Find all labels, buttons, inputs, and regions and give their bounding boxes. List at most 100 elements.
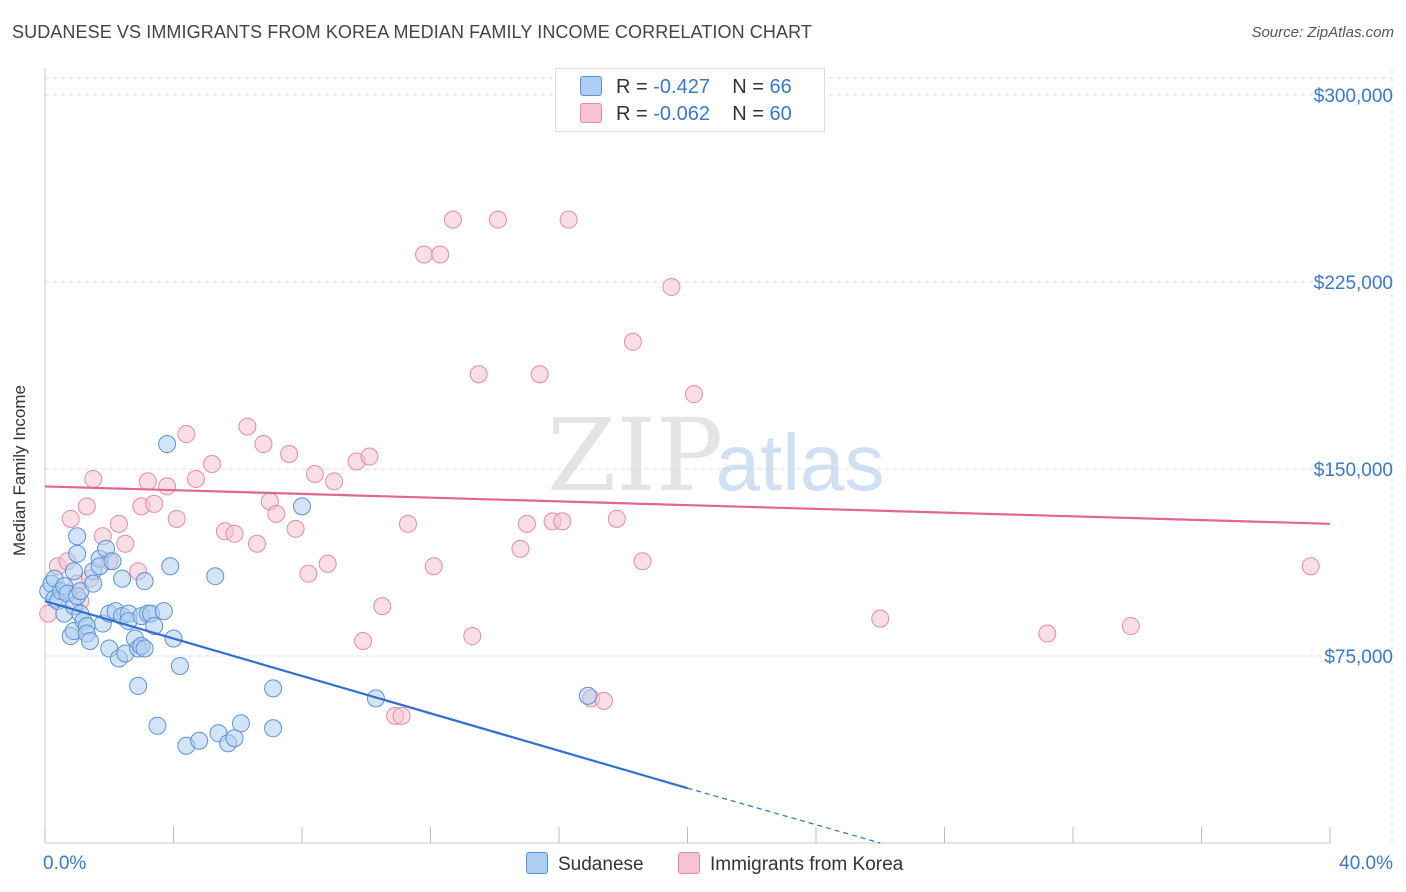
- data-point-sudanese: [158, 435, 177, 454]
- data-point-korea: [318, 554, 337, 573]
- legend-swatch-sudanese: [526, 852, 548, 874]
- trend-lines: [44, 485, 1331, 844]
- data-point-sudanese: [68, 544, 87, 563]
- data-point-korea: [238, 417, 257, 436]
- data-point-sudanese: [103, 552, 122, 571]
- data-point-korea: [517, 514, 536, 533]
- stats-row-sudanese: R = -0.427 N = 66: [580, 76, 792, 99]
- data-point-korea: [360, 447, 379, 466]
- data-point-korea: [399, 514, 418, 533]
- data-point-korea: [424, 557, 443, 576]
- data-point-korea: [167, 509, 186, 528]
- sudanese-swatch: [580, 76, 602, 96]
- y-tick-label: $150,000: [1314, 460, 1393, 481]
- n-value-sudanese: 66: [769, 76, 792, 98]
- data-point-korea: [373, 597, 392, 616]
- r-value-sudanese: -0.427: [653, 76, 710, 98]
- y-tick-label: $225,000: [1314, 273, 1393, 294]
- data-point-korea: [145, 494, 164, 513]
- data-point-korea: [138, 472, 157, 491]
- data-point-sudanese: [231, 714, 250, 733]
- data-point-korea: [248, 534, 267, 553]
- data-point-korea: [488, 210, 507, 229]
- data-point-korea: [553, 512, 572, 531]
- x-tick-label-start: 0.0%: [43, 853, 86, 874]
- data-point-korea: [633, 552, 652, 571]
- r-label: R =: [616, 103, 648, 125]
- n-label: N =: [732, 76, 764, 98]
- stats-row-korea: R = -0.062 N = 60: [580, 103, 792, 126]
- data-point-korea: [305, 464, 324, 483]
- data-point-korea: [431, 245, 450, 264]
- x-tick-label-end: 40.0%: [1339, 853, 1393, 874]
- data-point-sudanese: [264, 719, 283, 738]
- trend-line-sudanese: [44, 600, 688, 790]
- data-point-korea: [77, 497, 96, 516]
- data-point-sudanese: [293, 497, 311, 516]
- axes: [44, 68, 1331, 844]
- data-point-korea: [109, 514, 128, 533]
- data-point-korea: [469, 365, 488, 384]
- y-tick-label: $75,000: [1324, 647, 1393, 668]
- n-label: N =: [732, 103, 764, 125]
- watermark-zip: ZIP: [547, 397, 723, 514]
- watermark: ZIP atlas: [547, 397, 885, 514]
- data-point-korea: [177, 425, 196, 444]
- r-value-korea: -0.062: [653, 103, 710, 125]
- data-point-sudanese: [64, 562, 83, 581]
- data-point-sudanese: [578, 686, 597, 705]
- tick-labels: $300,000 $225,000 $150,000 $75,000 0.0% 40.0%: [43, 86, 1393, 874]
- data-point-korea: [1038, 624, 1057, 643]
- data-point-korea: [299, 564, 318, 583]
- data-point-sudanese: [80, 632, 99, 651]
- data-point-korea: [61, 509, 80, 528]
- chart-title: SUDANESE VS IMMIGRANTS FROM KOREA MEDIAN…: [12, 22, 812, 42]
- data-point-korea: [280, 445, 299, 464]
- korea-swatch: [580, 103, 602, 123]
- data-point-korea: [186, 469, 205, 488]
- data-point-sudanese: [113, 569, 132, 588]
- legend-label-korea: Immigrants from Korea: [710, 854, 904, 875]
- data-point-korea: [286, 519, 305, 538]
- source-label: Source: ZipAtlas.com: [1251, 24, 1394, 41]
- legend-item-korea: Immigrants from Korea: [678, 852, 903, 876]
- trend-line-korea: [44, 485, 1331, 525]
- data-point-korea: [203, 454, 222, 473]
- data-point-sudanese: [84, 574, 103, 593]
- data-point-sudanese: [190, 731, 209, 750]
- legend-swatch-korea: [678, 852, 700, 874]
- data-point-korea: [684, 385, 703, 404]
- data-point-korea: [871, 609, 890, 628]
- data-point-korea: [158, 477, 177, 496]
- trend-line-sudanese-extension: [687, 787, 881, 844]
- data-point-korea: [254, 435, 273, 454]
- stats-box: R = -0.427 N = 66 R = -0.062 N = 60: [555, 68, 825, 132]
- data-point-korea: [559, 210, 578, 229]
- data-point-korea: [84, 469, 103, 488]
- y-tick-label: $300,000: [1314, 86, 1393, 107]
- legend-item-sudanese: Sudanese: [526, 852, 644, 876]
- data-point-sudanese: [148, 716, 167, 735]
- data-point-korea: [392, 706, 411, 725]
- data-point-korea: [267, 504, 286, 523]
- legend-label-sudanese: Sudanese: [558, 854, 644, 875]
- watermark-atlas: atlas: [716, 418, 885, 507]
- data-point-korea: [463, 627, 482, 646]
- data-point-sudanese: [135, 639, 154, 658]
- n-value-korea: 60: [769, 103, 792, 125]
- data-point-sudanese: [264, 679, 283, 698]
- data-point-korea: [662, 277, 681, 296]
- data-point-korea: [607, 509, 626, 528]
- data-point-korea: [594, 691, 613, 710]
- data-point-korea: [511, 539, 530, 558]
- data-point-sudanese: [145, 617, 164, 636]
- data-point-korea: [354, 632, 373, 651]
- data-point-sudanese: [225, 729, 244, 748]
- data-point-korea: [325, 472, 344, 491]
- series-sudanese: [39, 435, 597, 755]
- data-point-sudanese: [161, 557, 180, 576]
- data-point-sudanese: [129, 676, 148, 695]
- data-point-korea: [623, 332, 642, 351]
- data-point-korea: [116, 534, 135, 553]
